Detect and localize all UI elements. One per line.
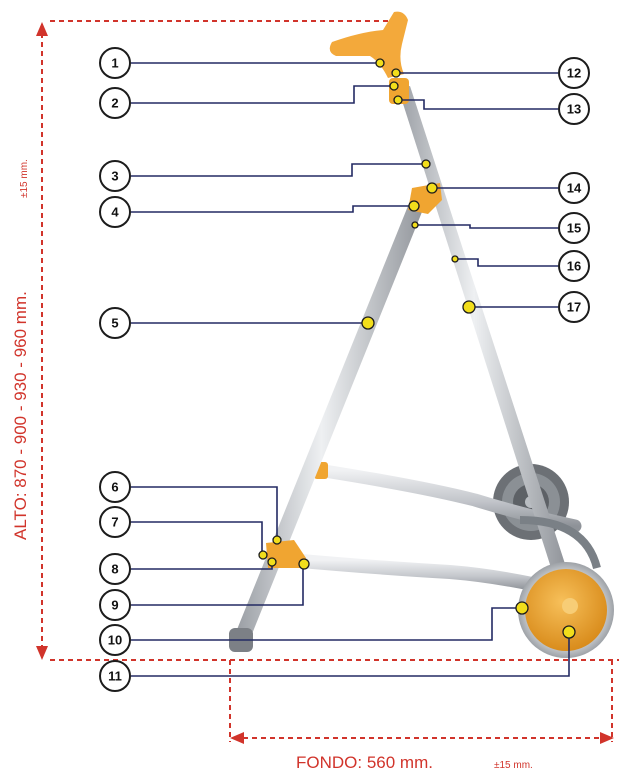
callout-circle-9 <box>99 589 131 621</box>
height-label: ALTO: 870 - 900 - 930 - 960 mm. <box>11 291 30 540</box>
part-marker-6 <box>272 535 282 545</box>
callout-number-16: 16 <box>567 259 581 274</box>
part-marker-12 <box>391 68 401 78</box>
callout-circle-13 <box>558 93 590 125</box>
callout-circle-4 <box>99 196 131 228</box>
callout-circle-8 <box>99 553 131 585</box>
callout-5: 5 <box>99 307 131 339</box>
callout-9: 9 <box>99 589 131 621</box>
callout-number-4: 4 <box>111 205 119 220</box>
callout-1: 1 <box>99 47 131 79</box>
leader-line-15 <box>417 224 558 229</box>
leader-line-7 <box>131 521 263 553</box>
callout-circle-3 <box>99 160 131 192</box>
callout-circle-12 <box>558 57 590 89</box>
callout-14: 14 <box>558 172 590 204</box>
depth-tolerance: ±15 mm. <box>494 760 533 771</box>
callout-17: 17 <box>558 291 590 323</box>
height-tolerance: ±15 mm. <box>19 159 30 198</box>
callout-number-13: 13 <box>567 102 581 117</box>
part-marker-16 <box>451 255 459 263</box>
lower-cross-bar <box>283 553 567 597</box>
depth-label: FONDO: 560 mm. <box>296 753 433 772</box>
depth-dimension <box>229 660 614 744</box>
callout-circle-11 <box>99 660 131 692</box>
part-marker-17 <box>462 300 476 314</box>
leader-line-6 <box>131 486 278 538</box>
callout-circle-1 <box>99 47 131 79</box>
part-marker-8 <box>267 557 277 567</box>
callout-number-5: 5 <box>111 316 118 331</box>
handle-grip <box>329 11 408 79</box>
callout-11: 11 <box>99 660 131 692</box>
front-wheel <box>518 562 614 658</box>
callout-circle-2 <box>99 87 131 119</box>
part-marker-3 <box>421 159 431 169</box>
part-marker-10 <box>515 601 529 615</box>
part-marker-1 <box>375 58 385 68</box>
part-marker-9 <box>298 558 310 570</box>
callout-6: 6 <box>99 471 131 503</box>
callout-circle-5 <box>99 307 131 339</box>
leader-line-2 <box>131 85 392 104</box>
part-marker-14 <box>426 182 438 194</box>
part-marker-15 <box>411 221 419 229</box>
callout-circle-14 <box>558 172 590 204</box>
callout-circle-6 <box>99 471 131 503</box>
callout-7: 7 <box>99 506 131 538</box>
callout-circle-17 <box>558 291 590 323</box>
callout-3: 3 <box>99 160 131 192</box>
callout-15: 15 <box>558 212 590 244</box>
leader-line-10 <box>131 607 520 641</box>
callout-10: 10 <box>99 624 131 656</box>
callout-number-9: 9 <box>111 598 118 613</box>
callout-13: 13 <box>558 93 590 125</box>
callout-circle-7 <box>99 506 131 538</box>
leader-line-4 <box>131 205 412 213</box>
callout-circle-15 <box>558 212 590 244</box>
leader-line-9 <box>131 566 304 606</box>
part-marker-4 <box>408 200 420 212</box>
rear-leg <box>398 86 567 574</box>
height-dimension <box>36 20 619 661</box>
callout-8: 8 <box>99 553 131 585</box>
leader-line-8 <box>131 564 273 570</box>
callout-number-1: 1 <box>111 56 118 71</box>
callout-number-8: 8 <box>111 562 118 577</box>
leader-line-3 <box>131 163 424 177</box>
leader-lines <box>131 62 570 677</box>
callout-number-6: 6 <box>111 480 118 495</box>
part-marker-5 <box>361 316 375 330</box>
callout-number-2: 2 <box>111 96 118 111</box>
callout-number-10: 10 <box>108 633 122 648</box>
callout-16: 16 <box>558 250 590 282</box>
callout-number-15: 15 <box>567 221 581 236</box>
part-marker-2 <box>389 81 399 91</box>
part-marker-7 <box>258 550 268 560</box>
leader-line-16 <box>456 258 558 267</box>
callout-12: 12 <box>558 57 590 89</box>
part-marker-11 <box>562 625 576 639</box>
callout-number-7: 7 <box>111 515 118 530</box>
callout-number-11: 11 <box>108 669 122 684</box>
callout-number-14: 14 <box>567 181 582 196</box>
callout-4: 4 <box>99 196 131 228</box>
callout-number-17: 17 <box>567 300 581 315</box>
callout-circle-16 <box>558 250 590 282</box>
part-marker-13 <box>393 95 403 105</box>
callout-number-3: 3 <box>111 169 118 184</box>
rear-support-arc <box>519 516 601 570</box>
leader-line-11 <box>131 634 570 677</box>
leader-line-13 <box>400 99 558 110</box>
callout-number-12: 12 <box>567 66 581 81</box>
callout-2: 2 <box>99 87 131 119</box>
front-leg <box>236 196 426 634</box>
callout-circle-10 <box>99 624 131 656</box>
